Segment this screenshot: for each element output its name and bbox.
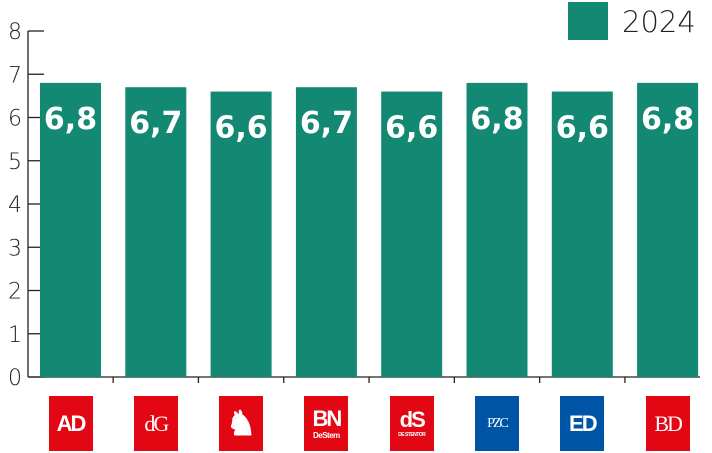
bar-bn-destem: [295, 87, 357, 377]
data-label: 6,7: [129, 106, 182, 141]
bar-ed: [551, 91, 613, 378]
y-tick-label: 8: [8, 20, 22, 45]
y-tick-label: 2: [8, 280, 22, 305]
data-label: 6,8: [44, 102, 97, 137]
logo-bn-destem: BN DeStem: [304, 396, 349, 451]
logo-subtext: DE STENTOR: [398, 432, 426, 438]
y-tick-label: 6: [8, 107, 22, 132]
logo-pzc: PZC: [475, 396, 519, 451]
logo-ed: ED: [560, 396, 605, 451]
logo-text: dG: [144, 410, 169, 436]
data-label: 6,6: [385, 111, 438, 146]
bar-tubantia: [210, 91, 272, 378]
logo-ad: AD: [48, 396, 93, 451]
y-tick-label: 1: [8, 323, 22, 348]
bar-dg: [125, 87, 187, 377]
horse-icon: ♞: [225, 404, 257, 443]
logo-text: PZC: [487, 415, 509, 431]
y-tick-label: 4: [8, 193, 22, 218]
logo-text: dS: [399, 407, 426, 432]
data-label: 6,6: [215, 111, 268, 146]
data-label: 6,7: [300, 106, 353, 141]
data-label: 6,6: [556, 111, 609, 146]
logo-text: BD: [654, 410, 683, 436]
logo-dg: dG: [133, 396, 178, 451]
y-tick-label: 5: [8, 150, 22, 175]
data-label: 6,8: [641, 102, 694, 137]
bar-ad: [40, 82, 101, 378]
legend-swatch: [568, 2, 608, 40]
logo-text: ED: [569, 410, 598, 436]
y-tick-label: 0: [8, 366, 22, 391]
bar-de-stentor: [381, 91, 443, 378]
legend-label: 2024: [622, 5, 696, 39]
logo-bd: BD: [645, 396, 690, 451]
logo-tubantia: ♞: [219, 396, 264, 451]
data-label: 6,8: [470, 102, 523, 137]
y-tick-label: 3: [8, 236, 22, 261]
bar-pzc: [466, 82, 528, 378]
logo-text: BN: [312, 405, 343, 431]
logo-subtext: DeStem: [312, 430, 340, 440]
logo-text: AD: [56, 410, 87, 436]
y-tick-label: 7: [8, 63, 22, 88]
logo-de-stentor: dS DE STENTOR: [389, 396, 434, 451]
bar-bd: [637, 82, 699, 378]
